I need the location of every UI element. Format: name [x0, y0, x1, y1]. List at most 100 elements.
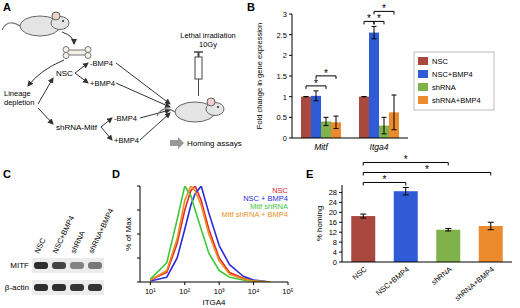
y-tick	[339, 232, 342, 233]
y-tick	[339, 252, 342, 253]
y-tick-label: 12	[329, 228, 337, 237]
syringe-barrel	[195, 57, 202, 79]
legend-label: Mitf shRNA + BMP4	[222, 210, 288, 219]
y-tick-label: 8	[333, 238, 337, 247]
arrow	[75, 73, 88, 83]
x-axis	[342, 262, 512, 263]
bone-end	[85, 47, 91, 53]
error-bar	[360, 214, 366, 218]
y-axis-label: % of Max	[124, 217, 133, 250]
bone-end	[63, 53, 69, 59]
blot-band	[88, 284, 102, 291]
mouse-eye	[62, 20, 64, 22]
syringe-icon	[194, 52, 203, 96]
y-tick-label: 0	[283, 134, 287, 143]
legend-label: shRNA+BMP4	[432, 96, 481, 105]
legend-swatch	[418, 70, 428, 78]
significance-label: *	[382, 3, 386, 14]
y-tick	[289, 76, 292, 77]
syringe-plunger	[194, 51, 203, 53]
x-axis	[140, 282, 288, 283]
arrow	[116, 63, 170, 104]
y-tick	[339, 202, 342, 203]
diagram-text: Lineage	[4, 89, 31, 98]
x-tick-label: 10³	[214, 287, 225, 296]
x-tick-label: NSC	[351, 264, 369, 281]
mouse-tail	[157, 109, 175, 116]
bar	[311, 96, 321, 138]
legend-label: shRNA	[432, 83, 456, 92]
blot-strip	[32, 258, 104, 273]
panel-label: E	[306, 168, 313, 180]
y-tick	[289, 138, 292, 139]
arrow	[75, 63, 88, 73]
y-tick-label: 1	[283, 93, 287, 102]
x-tick-label: 10⁴	[248, 287, 260, 296]
error-bar	[314, 91, 319, 101]
y-tick	[339, 192, 342, 193]
y-tick	[289, 14, 292, 15]
blot-band	[34, 284, 48, 291]
error-bar	[382, 117, 387, 134]
x-tick-label: shRNA	[430, 265, 454, 287]
significance-label: *	[314, 78, 318, 89]
error-bar	[445, 228, 451, 230]
mouse-icon	[157, 98, 224, 122]
blot-strip	[32, 280, 104, 295]
x-axis-label: ITGA4	[202, 298, 226, 307]
x-tick-label: shRNA+BMP4	[453, 265, 496, 303]
y-tick	[137, 282, 140, 283]
plot-area	[351, 187, 503, 262]
diagram-text: Lethal irradiation	[180, 31, 235, 40]
y-tick-label: 28	[329, 188, 337, 197]
error-bar	[392, 95, 397, 130]
arrow	[101, 118, 112, 127]
x-tick	[184, 282, 185, 285]
y-tick	[339, 262, 342, 263]
lane-label: shRNA+BMP4	[87, 207, 116, 255]
y-tick-label: 4	[333, 248, 337, 257]
panel-label: D	[112, 168, 120, 180]
y-tick	[289, 34, 292, 35]
lane-label: shRNA	[69, 230, 87, 255]
blot-band	[70, 262, 84, 269]
bar	[436, 230, 460, 262]
legend-label: NSC+BMP4	[432, 70, 473, 79]
blot-band	[34, 262, 48, 269]
error-bar	[304, 96, 309, 97]
x-tick-label: Itga4	[370, 142, 389, 152]
y-tick	[289, 55, 292, 56]
legend-swatch	[418, 83, 428, 91]
legend-label: NSC	[432, 57, 448, 66]
y-tick-label: 2	[283, 51, 287, 60]
y-tick	[137, 186, 140, 187]
y-tick-label: 1.5	[277, 72, 287, 81]
bar	[394, 191, 418, 262]
arrow	[116, 83, 170, 107]
mouse-icon	[2, 12, 69, 36]
mouse-eye	[217, 106, 219, 108]
y-tick-label: 3	[283, 10, 287, 19]
panel-label: B	[247, 1, 255, 13]
y-tick-label: 2.5	[277, 31, 287, 40]
arrow	[62, 32, 74, 44]
blot-band	[52, 262, 66, 269]
x-tick	[219, 282, 220, 285]
x-tick	[253, 282, 254, 285]
y-tick	[339, 212, 342, 213]
bone-icon	[63, 47, 91, 59]
y-axis	[342, 185, 343, 262]
arrow	[38, 108, 53, 124]
arrow	[101, 127, 112, 140]
x-axis	[292, 138, 408, 139]
y-tick	[137, 258, 140, 259]
x-tick-label: 10²	[179, 287, 190, 296]
blot-band	[70, 284, 84, 291]
diagram-text: +BMP4	[114, 136, 139, 145]
legend-swatch	[418, 96, 428, 104]
y-tick-label: 20	[329, 208, 337, 217]
y-tick	[339, 242, 342, 243]
diagram-text: shRNA-Mitf	[56, 123, 98, 132]
arrow	[140, 113, 170, 140]
bone-end	[63, 47, 69, 53]
